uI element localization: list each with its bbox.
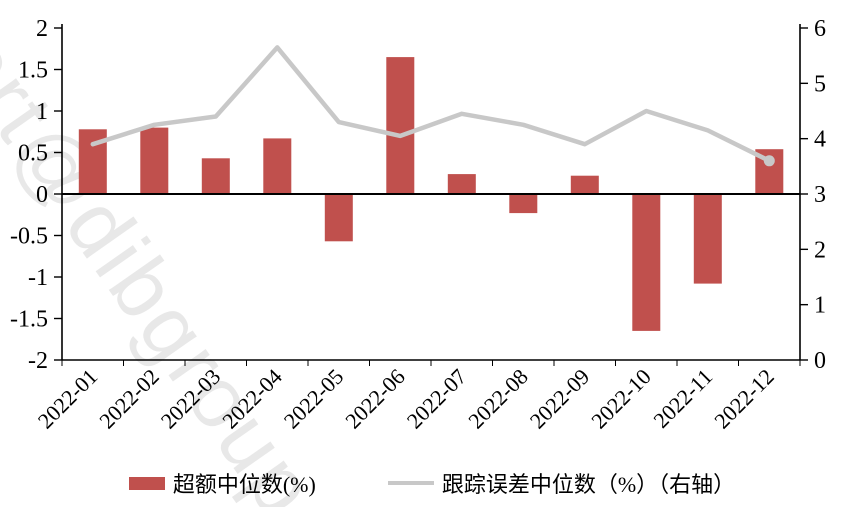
bar-2022-03 xyxy=(201,158,230,194)
left-axis-label: -2 xyxy=(28,348,48,374)
legend-item-line: 跟踪误差中位数（%）（右轴） xyxy=(387,467,736,499)
right-axis-label: 1 xyxy=(814,293,826,319)
line-end-marker xyxy=(763,155,775,167)
right-axis-label: 6 xyxy=(814,16,826,42)
x-axis-label: 2022-05 xyxy=(279,364,349,434)
x-axis-label: 2022-09 xyxy=(525,364,595,434)
right-axis-label: 3 xyxy=(814,182,826,208)
x-axis-label: 2022-06 xyxy=(340,364,410,434)
left-axis-label: -0.5 xyxy=(10,224,48,250)
bar-line-chart: 21.510.50-0.5-1-1.5-265432102022-012022-… xyxy=(10,16,826,434)
bar-2022-05 xyxy=(324,194,353,242)
line-series-label: 跟踪误差中位数（%）（右轴） xyxy=(441,472,736,497)
left-axis-label: 1.5 xyxy=(18,58,48,84)
line-series-swatch xyxy=(387,481,434,485)
right-axis-label: 2 xyxy=(814,237,826,263)
right-axis-label: 5 xyxy=(814,71,826,97)
bar-2022-09 xyxy=(570,175,599,194)
bar-2022-02 xyxy=(140,127,169,194)
bar-2022-06 xyxy=(386,57,415,194)
x-axis-label: 2022-04 xyxy=(217,364,287,434)
bar-series-label: 超额中位数(%) xyxy=(172,472,316,497)
x-axis-label: 2022-10 xyxy=(586,364,656,434)
bar-series xyxy=(78,57,784,331)
bar-series-swatch xyxy=(128,476,165,490)
bar-2022-08 xyxy=(509,194,538,214)
bar-2022-04 xyxy=(263,138,292,194)
tracking-error-line xyxy=(90,45,772,164)
x-axis-label: 2022-11 xyxy=(648,364,717,433)
left-axis-label: 0 xyxy=(36,182,48,208)
bar-2022-10 xyxy=(632,194,661,331)
left-axis-label: 1 xyxy=(36,99,48,125)
x-axis-label: 2022-01 xyxy=(33,364,103,434)
left-axis-label: -1.5 xyxy=(10,307,48,333)
right-axis-label: 0 xyxy=(814,348,826,374)
x-axis-label: 2022-02 xyxy=(94,364,164,434)
left-axis-label: -1 xyxy=(28,265,48,291)
right-axis-label: 4 xyxy=(814,127,826,153)
legend-item-bar: 超额中位数(%) xyxy=(128,467,316,499)
x-axis-label: 2022-12 xyxy=(709,364,779,434)
legend: 超额中位数(%) 跟踪误差中位数（%）（右轴） xyxy=(0,467,864,499)
bar-2022-07 xyxy=(447,174,476,194)
left-axis-label: 2 xyxy=(36,16,48,42)
left-axis-label: 0.5 xyxy=(18,141,48,167)
bar-2022-11 xyxy=(693,194,722,284)
x-axis-label: 2022-03 xyxy=(156,364,226,434)
x-axis-label: 2022-07 xyxy=(402,364,472,434)
x-axis-label: 2022-08 xyxy=(463,364,533,434)
